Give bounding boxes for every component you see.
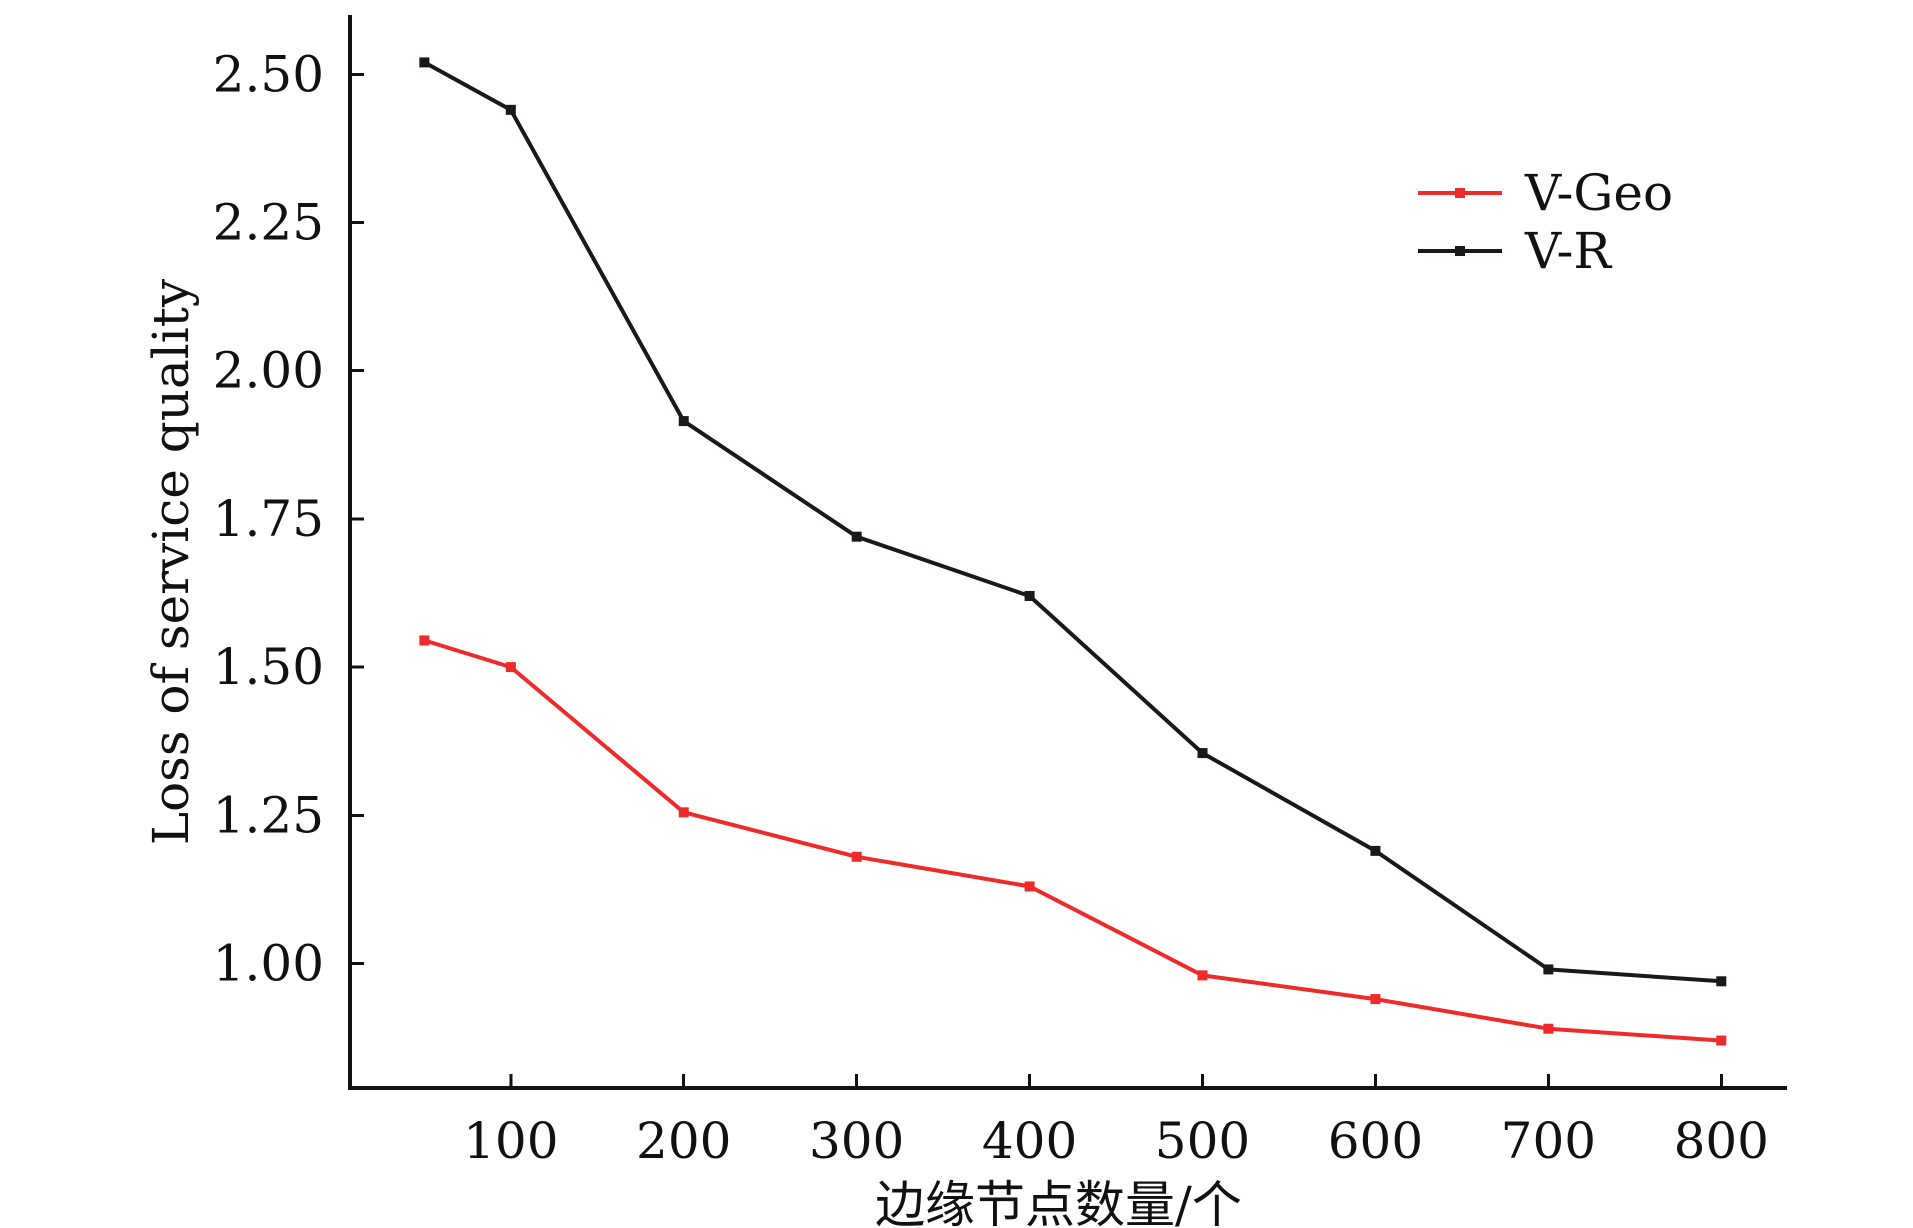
legend-label: V-Geo <box>1524 164 1673 222</box>
x-axis-ticks: 100 200 300 400 500 600 700 800 <box>463 1074 1769 1170</box>
legend-item: V-R <box>1418 222 1612 280</box>
data-point <box>419 635 430 646</box>
y-axis-ticks: 1.00 1.25 1.50 1.75 2.00 2.25 2.50 <box>213 45 364 993</box>
series-v-r <box>419 57 1727 987</box>
y-tick-label: 2.00 <box>213 342 324 400</box>
legend-item: V-Geo <box>1418 164 1673 222</box>
x-tick-label: 300 <box>809 1112 904 1170</box>
data-point <box>1197 748 1208 759</box>
data-point <box>505 104 516 115</box>
legend-label: V-R <box>1524 222 1612 280</box>
x-tick-label: 200 <box>636 1112 731 1170</box>
data-point <box>1716 1035 1727 1046</box>
x-tick-label: 800 <box>1674 1112 1769 1170</box>
data-point <box>1543 1023 1554 1034</box>
data-point <box>505 662 516 673</box>
data-point <box>1716 976 1727 987</box>
x-axis-title: 边缘节点数量/个 <box>875 1176 1242 1228</box>
series-group <box>419 57 1727 1046</box>
x-tick-label: 700 <box>1501 1112 1596 1170</box>
legend-swatch-marker <box>1455 188 1465 198</box>
x-tick-label: 400 <box>982 1112 1077 1170</box>
y-tick-label: 1.75 <box>213 490 324 548</box>
data-point <box>851 531 862 542</box>
x-tick-label: 500 <box>1155 1112 1250 1170</box>
data-point <box>678 416 689 427</box>
y-tick-label: 1.25 <box>213 786 324 844</box>
data-point <box>851 851 862 862</box>
data-point <box>1024 590 1035 601</box>
data-point <box>419 57 430 68</box>
legend-swatch-marker <box>1455 246 1465 256</box>
data-point <box>1370 994 1381 1005</box>
series-line <box>422 638 1724 1043</box>
y-axis-title: Loss of service quality <box>142 278 200 845</box>
y-tick-label: 1.00 <box>213 935 324 993</box>
y-tick-label: 1.50 <box>213 638 324 696</box>
data-point <box>1370 845 1381 856</box>
x-tick-label: 600 <box>1328 1112 1423 1170</box>
data-point <box>678 807 689 818</box>
y-tick-label: 2.50 <box>213 45 324 103</box>
data-point <box>1024 881 1035 892</box>
x-tick-label: 100 <box>463 1112 558 1170</box>
series-v-geo <box>419 635 1727 1046</box>
data-point <box>1197 970 1208 981</box>
data-point <box>1543 964 1554 975</box>
y-tick-label: 2.25 <box>213 193 324 251</box>
